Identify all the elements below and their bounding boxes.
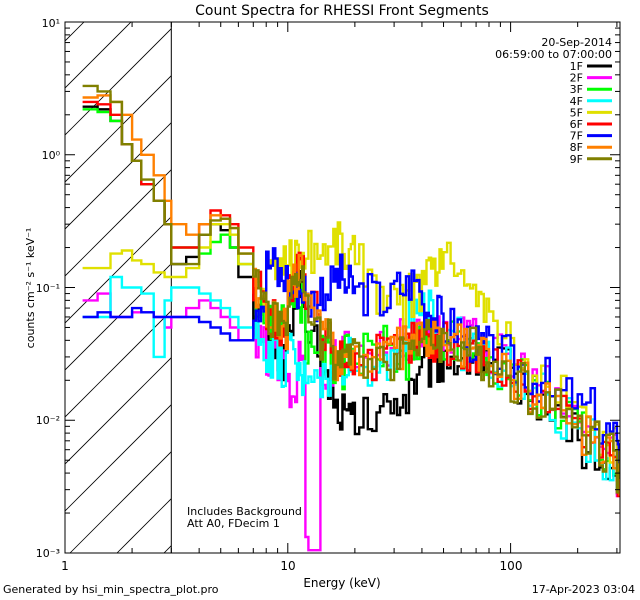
y-tick-label-1e-1: 10⁻¹: [36, 282, 60, 295]
x-axis-label: Energy (keV): [303, 576, 380, 590]
legend-label-8F: 8F: [570, 141, 583, 154]
y-tick-label-1e1: 10¹: [42, 17, 60, 30]
y-axis-label: counts cm⁻² s⁻¹ keV⁻¹: [24, 228, 37, 349]
legend-label-4F: 4F: [570, 95, 583, 108]
y-tick-label-1e0: 10⁰: [42, 149, 61, 162]
legend-label-2F: 2F: [570, 72, 583, 85]
legend-label-3F: 3F: [570, 83, 583, 96]
chart-title: Count Spectra for RHESSI Front Segments: [195, 3, 489, 19]
x-tick-label-10: 10: [280, 559, 295, 573]
series-line-9F: [82, 84, 620, 494]
time-range-label: 06:59:00 to 07:00:00: [495, 48, 612, 61]
y-tick-label-1e-3: 10⁻³: [36, 547, 60, 560]
legend-label-6F: 6F: [570, 118, 583, 131]
legend-label-9F: 9F: [570, 153, 583, 166]
timestamp-label: 17-Apr-2023 03:04: [531, 583, 635, 596]
hatch-line: [65, 216, 172, 324]
legend-label-7F: 7F: [570, 130, 583, 143]
annotation-background: Includes Background: [187, 505, 302, 518]
annotation-attenuator: Att A0, FDecim 1: [187, 517, 280, 530]
legend-label-5F: 5F: [570, 106, 583, 119]
legend-label-1F: 1F: [570, 60, 583, 73]
x-axis-ticks: [64, 22, 618, 553]
hatch-line: [69, 451, 172, 553]
y-tick-label-1e-2: 10⁻²: [36, 414, 60, 427]
x-tick-label-1: 1: [61, 559, 69, 573]
hatch-line: [65, 263, 172, 371]
series-line-7F: [82, 247, 620, 479]
hatch-line: [65, 75, 172, 183]
series-line-8F: [82, 94, 620, 496]
hatch-line: [634, 22, 640, 553]
series-lines: [82, 84, 620, 552]
x-tick-label-100: 100: [500, 559, 523, 573]
generated-by-label: Generated by hsi_min_spectra_plot.pro: [3, 583, 219, 596]
hatch-line: [65, 404, 172, 512]
date-label: 20-Sep-2014: [541, 36, 612, 49]
series-line-6F: [82, 100, 620, 498]
y-axis-ticks: [65, 27, 620, 554]
plot-frame: [64, 21, 621, 554]
